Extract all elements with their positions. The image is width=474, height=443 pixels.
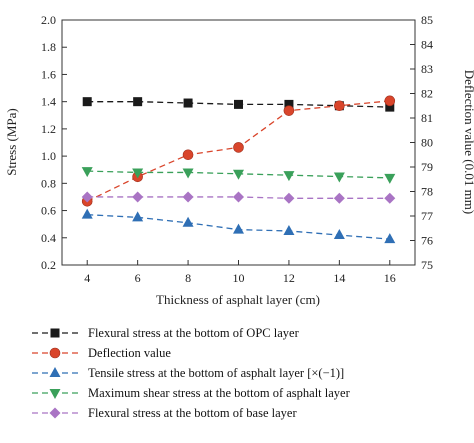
data-point: [283, 105, 295, 116]
legend-label: Deflection value: [88, 345, 171, 360]
right-axis-title: Deflection value (0.01 mm): [462, 70, 474, 214]
legend-marker: [50, 328, 60, 338]
data-point: [384, 95, 396, 107]
data-point: [132, 168, 144, 179]
legend-marker: [49, 389, 61, 399]
data-point: [81, 167, 93, 178]
data-point: [384, 233, 396, 244]
right-axis: 75 76 77 78 79 80 81 82 83 84 85: [410, 13, 433, 272]
left-tick-label: 1.8: [41, 40, 56, 54]
legend-item-shear: Maximum shear stress at the bottom of as…: [30, 384, 350, 402]
series-3: [81, 167, 396, 184]
data-point: [384, 192, 396, 204]
data-point: [333, 229, 345, 240]
legend-marker: [49, 407, 61, 419]
line-chart: 0.20.40.60.81.01.21.41.61.82.0 757677787…: [4, 13, 474, 307]
series-4: [81, 191, 396, 204]
data-point: [283, 192, 295, 204]
data-point: [233, 223, 244, 234]
right-tick-label: 84: [421, 38, 433, 52]
data-point: [233, 169, 244, 180]
legend-item-base: Flexural stress at the bottom of base la…: [30, 404, 297, 422]
data-point: [132, 211, 144, 222]
data-point: [82, 97, 92, 107]
data-point: [283, 224, 295, 235]
right-tick-label: 78: [421, 185, 433, 199]
right-tick-label: 76: [421, 234, 433, 248]
left-tick-label: 0.4: [41, 231, 56, 245]
series-2: [81, 208, 396, 244]
left-tick-label: 1.0: [41, 149, 56, 163]
data-point: [334, 100, 345, 112]
legend-item-tensile: Tensile stress at the bottom of asphalt …: [30, 364, 344, 382]
left-axis: 0.2 0.4 0.6 0.8 1.0 1.2 1.4 1.6 1.8 2.0: [41, 13, 67, 272]
x-tick-label: 12: [283, 271, 295, 285]
right-tick-label: 82: [421, 87, 433, 101]
data-point: [81, 191, 93, 203]
data-point: [233, 142, 244, 153]
data-point: [132, 191, 144, 203]
right-tick-label: 79: [421, 160, 433, 174]
x-tick-label: 14: [333, 271, 345, 285]
right-tick-label: 80: [421, 136, 433, 150]
data-point: [284, 99, 294, 109]
right-tick-label: 75: [421, 258, 433, 272]
legend-swatch-diamond: [32, 407, 78, 419]
data-point: [182, 168, 194, 179]
right-tick-label: 81: [421, 111, 433, 125]
legend-label: Maximum shear stress at the bottom of as…: [88, 385, 350, 400]
x-axis-title: Thickness of asphalt layer (cm): [156, 292, 320, 307]
data-point: [183, 98, 193, 108]
left-tick-label: 0.6: [41, 204, 56, 218]
legend-swatch-triangle-up: [32, 367, 78, 377]
left-tick-label: 2.0: [41, 13, 56, 27]
data-point: [182, 191, 194, 203]
right-tick-label: 77: [421, 209, 433, 223]
data-point: [233, 191, 244, 203]
legend-marker: [49, 367, 61, 377]
legend-label: Flexural stress at the bottom of base la…: [88, 405, 297, 420]
legend-item-deflection: Deflection value: [30, 344, 171, 362]
data-point: [81, 208, 93, 219]
x-tick-label: 8: [185, 271, 191, 285]
left-tick-label: 1.6: [41, 67, 56, 81]
legend-marker: [49, 347, 61, 359]
data-point: [333, 192, 345, 204]
data-point: [182, 149, 194, 161]
legend-label: Tensile stress at the bottom of asphalt …: [88, 365, 345, 380]
data-point: [385, 102, 395, 112]
series-layer: [81, 95, 396, 244]
legend-swatch-circle: [32, 347, 78, 359]
data-point: [182, 216, 194, 227]
data-point: [234, 99, 243, 109]
left-axis-title: Stress (MPa): [4, 108, 19, 176]
x-tick-label: 10: [233, 271, 245, 285]
series-1: [81, 95, 396, 207]
right-tick-label: 85: [421, 13, 433, 27]
left-tick-label: 0.2: [41, 258, 56, 272]
x-axis: 4 6 8 10 12 14 16: [84, 260, 396, 285]
left-tick-label: 0.8: [41, 176, 56, 190]
left-tick-label: 1.2: [41, 122, 56, 136]
right-tick-label: 83: [421, 62, 433, 76]
data-point: [333, 172, 345, 183]
legend-swatch-triangle-down: [32, 389, 78, 399]
x-tick-label: 16: [384, 271, 396, 285]
left-tick-label: 1.4: [41, 95, 56, 109]
legend-swatch-square: [32, 328, 78, 338]
data-point: [283, 171, 295, 182]
x-tick-label: 4: [84, 271, 90, 285]
data-point: [384, 173, 396, 184]
data-point: [133, 97, 143, 107]
legend-label: Flexural stress at the bottom of OPC lay…: [88, 325, 299, 340]
x-tick-label: 6: [135, 271, 141, 285]
legend-item-opc: Flexural stress at the bottom of OPC lay…: [30, 324, 299, 342]
